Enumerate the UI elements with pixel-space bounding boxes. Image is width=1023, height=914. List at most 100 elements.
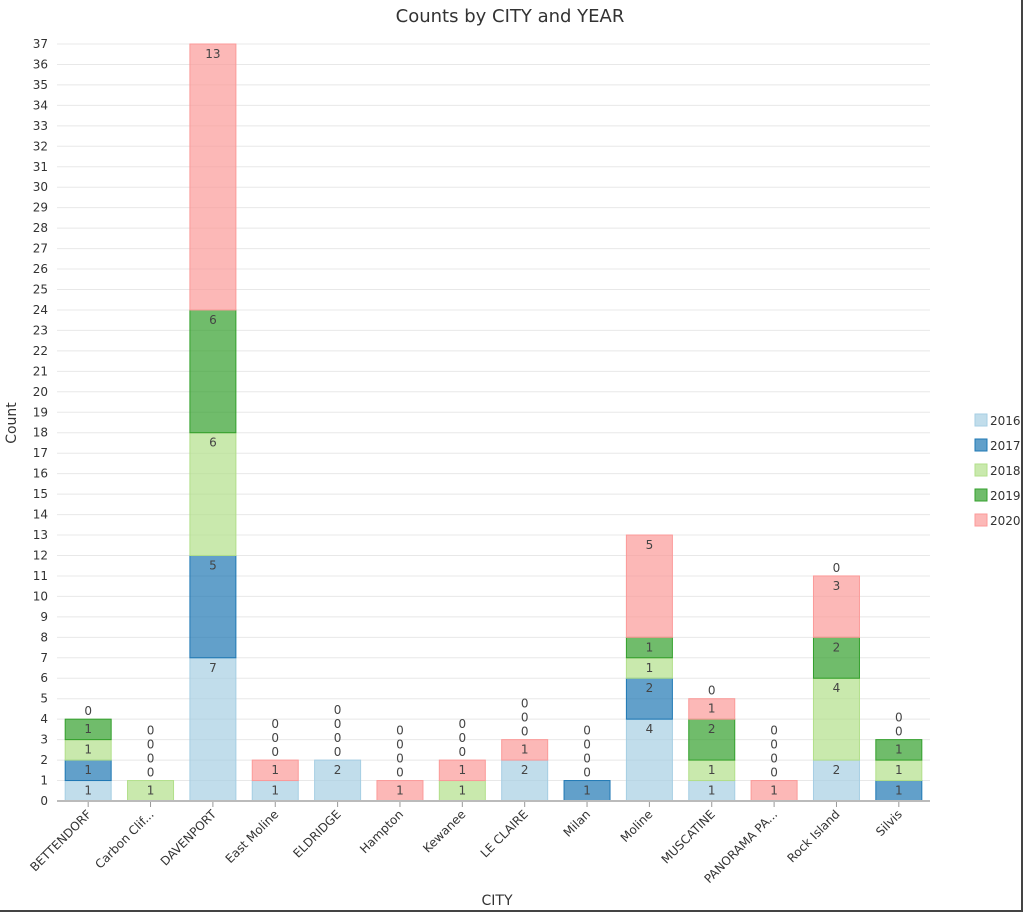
- bar-segment-2019: [189, 309, 237, 434]
- data-label: 2: [521, 763, 529, 777]
- y-tick-label: 19: [33, 405, 48, 419]
- y-tick-label: 6: [40, 671, 48, 685]
- data-label: 13: [205, 47, 220, 61]
- x-tick-label: DAVENPORT: [158, 807, 220, 869]
- y-tick-label: 34: [33, 98, 48, 112]
- y-tick-label: 16: [33, 467, 48, 481]
- y-tick-label: 11: [33, 569, 48, 583]
- bar-segment-2020: [812, 575, 860, 638]
- data-label-2017: 0: [271, 745, 279, 759]
- y-tick-label: 21: [33, 364, 48, 378]
- x-tick-label: Hampton: [357, 807, 406, 856]
- data-label: 2: [334, 763, 342, 777]
- bar-segment-2020: [688, 698, 736, 720]
- data-label: 6: [209, 313, 217, 327]
- legend-swatch-2019: [974, 488, 988, 502]
- data-label-2020: 0: [84, 704, 92, 718]
- bar-segment-2018: [812, 677, 860, 761]
- data-label: 4: [833, 681, 841, 695]
- data-label-2018: 0: [521, 711, 529, 725]
- y-tick-label: 32: [33, 139, 48, 153]
- data-label-2016: 0: [770, 766, 778, 780]
- bar-segment-2020: [251, 759, 299, 782]
- y-tick-label: 24: [33, 303, 48, 317]
- data-label: 1: [708, 784, 716, 798]
- data-label: 1: [646, 640, 654, 654]
- y-tick-label: 22: [33, 344, 48, 358]
- data-label: 1: [271, 763, 279, 777]
- data-label-2017: 0: [770, 752, 778, 766]
- y-tick-label: 25: [33, 283, 48, 297]
- data-label-2016: 0: [147, 766, 155, 780]
- data-label: 1: [459, 784, 467, 798]
- bar-segment-2016: [314, 759, 362, 802]
- data-label: 1: [84, 784, 92, 798]
- data-label-2016: 0: [396, 766, 404, 780]
- bar-segment-2017: [625, 677, 673, 720]
- y-tick-label: 37: [33, 37, 48, 51]
- legend-label: 2017: [990, 439, 1021, 453]
- y-tick-label: 3: [40, 733, 48, 747]
- y-tick-label: 29: [33, 201, 48, 215]
- x-tick-label: Carbon Clif...: [92, 807, 156, 871]
- legend-label: 2020: [990, 514, 1021, 528]
- data-label: 1: [895, 763, 903, 777]
- y-tick-label: 7: [40, 651, 48, 665]
- y-tick-label: 0: [40, 794, 48, 808]
- data-label: 1: [895, 784, 903, 798]
- y-tick-label: 1: [40, 774, 48, 788]
- data-label: 2: [646, 681, 654, 695]
- data-label: 2: [833, 640, 841, 654]
- legend-label: 2018: [990, 464, 1021, 478]
- data-label: 1: [147, 784, 155, 798]
- data-label: 5: [209, 558, 217, 572]
- y-tick-label: 23: [33, 323, 48, 337]
- y-tick-label: 5: [40, 692, 48, 706]
- data-label: 7: [209, 661, 217, 675]
- data-label-2017: 0: [396, 752, 404, 766]
- data-label-2017: 0: [459, 731, 467, 745]
- data-label-2019: 0: [583, 738, 591, 752]
- y-tick-label: 27: [33, 242, 48, 256]
- data-label: 4: [646, 722, 654, 736]
- data-label-2019: 0: [770, 724, 778, 738]
- data-label-2018: 0: [271, 731, 279, 745]
- bar-segment-2016: [189, 657, 237, 802]
- data-label-2019: 0: [271, 717, 279, 731]
- bar-segment-2018: [189, 432, 237, 556]
- bar-segment-2016: [501, 759, 549, 802]
- legend-label: 2019: [990, 489, 1021, 503]
- data-label-2017: 0: [521, 725, 529, 739]
- data-label: 2: [708, 722, 716, 736]
- data-label: 1: [895, 743, 903, 757]
- bar-segment-2017: [189, 554, 237, 659]
- data-label-2019: 0: [459, 717, 467, 731]
- bar-segment-2019: [812, 636, 860, 679]
- y-tick-label: 35: [33, 78, 48, 92]
- data-label-2019: 0: [334, 717, 342, 731]
- data-label: 1: [646, 661, 654, 675]
- x-tick-label: Kewanee: [420, 807, 468, 855]
- data-label-2016: 0: [895, 725, 903, 739]
- data-label: 1: [459, 763, 467, 777]
- y-axis-label: Count: [4, 402, 20, 444]
- y-tick-label: 9: [40, 610, 48, 624]
- legend-swatch-2016: [974, 413, 988, 427]
- data-label: 1: [84, 722, 92, 736]
- x-tick-label: East Moline: [223, 807, 282, 866]
- bar-segment-2019: [688, 718, 736, 761]
- y-tick-label: 15: [33, 487, 48, 501]
- y-tick-label: 18: [33, 426, 48, 440]
- bar-segment-2020: [501, 739, 549, 761]
- data-label-2018: 0: [334, 731, 342, 745]
- y-tick-label: 2: [40, 753, 48, 767]
- bar-segment-2020: [189, 43, 237, 311]
- data-label-2018: 0: [396, 738, 404, 752]
- data-label-2017: 0: [334, 745, 342, 759]
- legend-swatch-2017: [974, 438, 988, 452]
- y-tick-label: 13: [33, 528, 48, 542]
- data-label-2016: 0: [459, 745, 467, 759]
- data-label: 1: [583, 784, 591, 798]
